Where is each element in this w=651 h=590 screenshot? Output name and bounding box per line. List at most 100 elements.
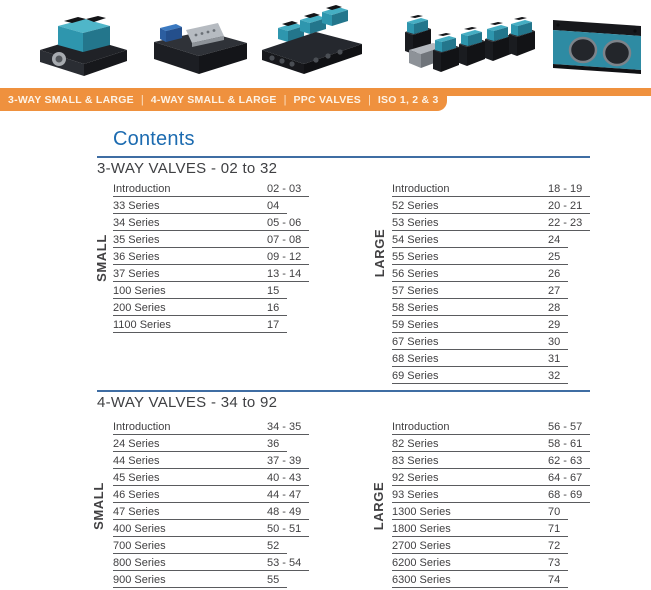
nav-separator: | xyxy=(140,93,144,106)
toc-row[interactable]: 67 Series 30 xyxy=(392,333,569,350)
toc-row-pages: 02 - 03 xyxy=(267,183,302,195)
toc-row[interactable]: 37 Series 13 - 14 xyxy=(113,265,310,282)
toc-row-label: 47 Series xyxy=(113,506,160,518)
toc-row-pages: 73 xyxy=(548,557,561,569)
toc-row-pages: 50 - 51 xyxy=(267,523,302,535)
toc-row-label: 37 Series xyxy=(113,268,160,280)
toc-row[interactable]: Introduction 56 - 57 xyxy=(392,418,591,435)
toc-row-label: 35 Series xyxy=(113,234,160,246)
toc-row[interactable]: 83 Series 62 - 63 xyxy=(392,452,591,469)
toc-row-pages: 37 - 39 xyxy=(267,455,302,467)
toc-row-pages: 55 xyxy=(267,574,280,586)
nav-separator: | xyxy=(368,93,371,106)
divider-rule-top xyxy=(97,156,590,158)
toc-row[interactable]: 93 Series 68 - 69 xyxy=(392,486,591,503)
toc-row-label: 200 Series xyxy=(113,302,166,314)
toc-row-label: 55 Series xyxy=(392,251,439,263)
toc-row-pages: 40 - 43 xyxy=(267,472,302,484)
toc-row[interactable]: 700 Series 52 xyxy=(113,537,288,554)
contents-title: Contents xyxy=(113,128,195,150)
toc-row-label: 52 Series xyxy=(392,200,439,212)
side-label-3way-small: SMALL xyxy=(93,234,109,282)
toc-row[interactable]: 45 Series 40 - 43 xyxy=(113,469,310,486)
toc-row-label: 68 Series xyxy=(392,353,439,365)
toc-row[interactable]: 46 Series 44 - 47 xyxy=(113,486,310,503)
toc-row[interactable]: 33 Series 04 xyxy=(113,197,288,214)
toc-row-label: 100 Series xyxy=(113,285,166,297)
toc-row-label: 54 Series xyxy=(392,234,439,246)
toc-row-label: 34 Series xyxy=(113,217,160,229)
toc-row[interactable]: 35 Series 07 - 08 xyxy=(113,231,310,248)
toc-row-label: 57 Series xyxy=(392,285,439,297)
toc-row[interactable]: 100 Series 15 xyxy=(113,282,288,299)
toc-row-label: 69 Series xyxy=(392,370,439,382)
nav-item-3way-small-large[interactable]: 3-WAY SMALL & LARGE xyxy=(8,93,134,106)
toc-row[interactable]: 82 Series 58 - 61 xyxy=(392,435,591,452)
toc-row[interactable]: Introduction 34 - 35 xyxy=(113,418,310,435)
divider-rule-middle xyxy=(97,390,590,392)
toc-row[interactable]: 400 Series 50 - 51 xyxy=(113,520,310,537)
toc-row[interactable]: 53 Series 22 - 23 xyxy=(392,214,591,231)
valve-with-connector-photo xyxy=(142,12,257,85)
toc-row[interactable]: 47 Series 48 - 49 xyxy=(113,503,310,520)
toc-row-pages: 34 - 35 xyxy=(267,421,302,433)
toc-row-label: 82 Series xyxy=(392,438,439,450)
toc-row-label: 900 Series xyxy=(113,574,166,586)
toc-row[interactable]: 44 Series 37 - 39 xyxy=(113,452,310,469)
toc-row[interactable]: 54 Series 24 xyxy=(392,231,569,248)
toc-row-pages: 71 xyxy=(548,523,561,535)
toc-row[interactable]: 59 Series 29 xyxy=(392,316,569,333)
toc-row-pages: 22 - 23 xyxy=(548,217,583,229)
toc-row[interactable]: 2700 Series 72 xyxy=(392,537,569,554)
toc-row[interactable]: 68 Series 31 xyxy=(392,350,569,367)
toc-row-label: 400 Series xyxy=(113,523,166,535)
toc-row-label: 59 Series xyxy=(392,319,439,331)
toc-row-pages: 20 - 21 xyxy=(548,200,583,212)
toc-row[interactable]: 56 Series 26 xyxy=(392,265,569,282)
toc-column-3way-small: Introduction 02 - 03 33 Series 04 34 Ser… xyxy=(113,180,310,333)
toc-row[interactable]: 1800 Series 71 xyxy=(392,520,569,537)
toc-row-label: 700 Series xyxy=(113,540,166,552)
toc-row[interactable]: 55 Series 25 xyxy=(392,248,569,265)
toc-row-label: 93 Series xyxy=(392,489,439,501)
toc-row[interactable]: 1100 Series 17 xyxy=(113,316,288,333)
side-label-3way-large: LARGE xyxy=(371,228,387,278)
toc-row[interactable]: 24 Series 36 xyxy=(113,435,288,452)
toc-row[interactable]: 6200 Series 73 xyxy=(392,554,569,571)
toc-row[interactable]: 900 Series 55 xyxy=(113,571,288,588)
product-photo-strip xyxy=(0,0,651,86)
toc-row[interactable]: 36 Series 09 - 12 xyxy=(113,248,310,265)
toc-row[interactable]: 34 Series 05 - 06 xyxy=(113,214,310,231)
toc-row[interactable]: 200 Series 16 xyxy=(113,299,288,316)
toc-row-pages: 16 xyxy=(267,302,280,314)
toc-row-pages: 13 - 14 xyxy=(267,268,302,280)
toc-row-label: 67 Series xyxy=(392,336,439,348)
toc-row-label: Introduction xyxy=(392,183,450,195)
toc-row-label: 83 Series xyxy=(392,455,439,467)
toc-row[interactable]: 6300 Series 74 xyxy=(392,571,569,588)
toc-row-label: 45 Series xyxy=(113,472,160,484)
toc-row[interactable]: 57 Series 27 xyxy=(392,282,569,299)
toc-row[interactable]: Introduction 02 - 03 xyxy=(113,180,310,197)
stacked-valve-manifold-photo xyxy=(258,2,366,83)
toc-row-pages: 68 - 69 xyxy=(548,489,583,501)
toc-row-pages: 26 xyxy=(548,268,561,280)
toc-row[interactable]: 800 Series 53 - 54 xyxy=(113,554,310,571)
toc-row[interactable]: 92 Series 64 - 67 xyxy=(392,469,591,486)
nav-item-ppc-valves[interactable]: PPC VALVES xyxy=(293,93,361,106)
toc-row-pages: 58 - 61 xyxy=(548,438,583,450)
toc-row[interactable]: Introduction 18 - 19 xyxy=(392,180,591,197)
toc-column-3way-large: Introduction 18 - 19 52 Series 20 - 21 5… xyxy=(392,180,591,384)
toc-row[interactable]: 1300 Series 70 xyxy=(392,503,569,520)
toc-row-label: 44 Series xyxy=(113,455,160,467)
toc-row-pages: 04 xyxy=(267,200,280,212)
toc-row[interactable]: 58 Series 28 xyxy=(392,299,569,316)
toc-row[interactable]: 69 Series 32 xyxy=(392,367,569,384)
toc-row-pages: 44 - 47 xyxy=(267,489,302,501)
toc-row-label: 24 Series xyxy=(113,438,160,450)
nav-item-iso-123[interactable]: ISO 1, 2 & 3 xyxy=(377,93,439,106)
nav-separator: | xyxy=(283,93,287,106)
toc-row-pages: 31 xyxy=(548,353,561,365)
toc-row[interactable]: 52 Series 20 - 21 xyxy=(392,197,591,214)
nav-item-4way-small-large[interactable]: 4-WAY SMALL & LARGE xyxy=(150,93,277,106)
